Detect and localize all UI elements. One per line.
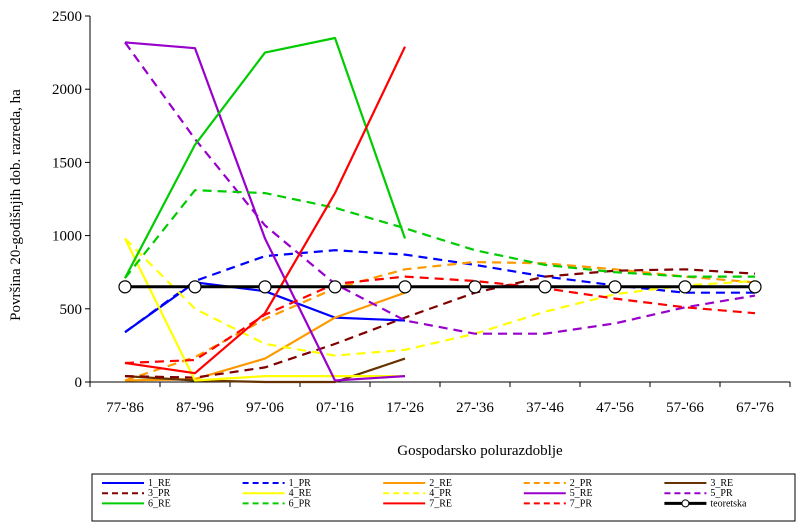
series-line-3_pr bbox=[124, 268, 756, 379]
legend-box bbox=[91, 473, 796, 522]
x-tick-label: 27-'36 bbox=[456, 400, 494, 416]
x-tick-label: 97-'06 bbox=[246, 400, 284, 416]
y-tick-label: 2500 bbox=[52, 9, 82, 25]
chart-axes: 0 500 1000 1500 2000 2500 77-'86 87-'96 97-'06 07… bbox=[52, 9, 791, 416]
legend-label: 1_RE bbox=[148, 478, 171, 489]
x-tick-label: 77-'86 bbox=[106, 400, 144, 416]
series-point-teoretska bbox=[328, 280, 342, 294]
legend-label: 3_PR bbox=[148, 488, 171, 499]
legend-label: 7_PR bbox=[570, 498, 593, 509]
chart-series bbox=[118, 36, 762, 384]
series-line-3_re bbox=[124, 357, 406, 384]
legend-label: 3_RE bbox=[710, 478, 733, 489]
series-point-teoretska bbox=[188, 280, 202, 294]
chart-legend: 1_RE 1_PR 2_RE 2_PR 3_RE 3_PR 4_RE 4_PR 5_RE 5_PR… bbox=[91, 473, 796, 522]
series-point-teoretska bbox=[468, 280, 482, 294]
y-axis-label: Površina 20-godišnjih dob. razreda, ha bbox=[8, 89, 24, 321]
series-point-teoretska bbox=[258, 280, 272, 294]
y-tick-label: 2000 bbox=[52, 82, 82, 98]
x-tick-label: 67-'76 bbox=[736, 400, 774, 416]
legend-label: 7_RE bbox=[429, 498, 452, 509]
x-axis-label: Gospodarsko polurazdoblje bbox=[397, 443, 563, 459]
series-point-teoretska bbox=[678, 280, 692, 294]
y-tick-label: 500 bbox=[60, 302, 83, 318]
x-tick-label: 37-'46 bbox=[526, 400, 564, 416]
series-line-6_re bbox=[124, 36, 407, 279]
series-point-teoretska bbox=[118, 280, 132, 294]
series-line-5_re bbox=[124, 41, 406, 382]
legend-label: 5_PR bbox=[710, 488, 733, 499]
legend-label: 1_PR bbox=[289, 478, 312, 489]
legend-label: 4_PR bbox=[429, 488, 452, 499]
x-tick-label: 57-'66 bbox=[666, 400, 704, 416]
series-line-4_pr bbox=[124, 237, 756, 357]
x-tick-label: 47-'56 bbox=[596, 400, 634, 416]
y-tick-label: 0 bbox=[75, 375, 83, 391]
legend-label: 6_PR bbox=[289, 498, 312, 509]
series-point-teoretska bbox=[398, 280, 412, 294]
series-line-4_re bbox=[124, 238, 405, 382]
y-tick-label: 1500 bbox=[52, 155, 82, 171]
legend-label: 2_PR bbox=[570, 478, 593, 489]
series-line-7_pr bbox=[124, 275, 756, 365]
series-point-teoretska bbox=[538, 280, 552, 294]
legend-marker bbox=[681, 499, 690, 508]
series-point-teoretska bbox=[748, 280, 762, 294]
x-tick-label: 87-'96 bbox=[176, 400, 214, 416]
series-point-teoretska bbox=[608, 280, 622, 294]
legend-label: 2_RE bbox=[429, 478, 452, 489]
legend-label: 4_RE bbox=[289, 488, 312, 499]
x-tick-label: 17-'26 bbox=[386, 400, 424, 416]
legend-label: 5_RE bbox=[570, 488, 593, 499]
legend-label: 6_RE bbox=[148, 498, 171, 509]
series-line-7_re bbox=[124, 46, 406, 375]
legend-label: teoretska bbox=[710, 498, 747, 509]
series-line-5_pr bbox=[124, 41, 756, 335]
series-line-6_pr bbox=[124, 189, 755, 279]
y-tick-label: 1000 bbox=[52, 229, 82, 245]
x-tick-label: 07-'16 bbox=[316, 400, 354, 416]
